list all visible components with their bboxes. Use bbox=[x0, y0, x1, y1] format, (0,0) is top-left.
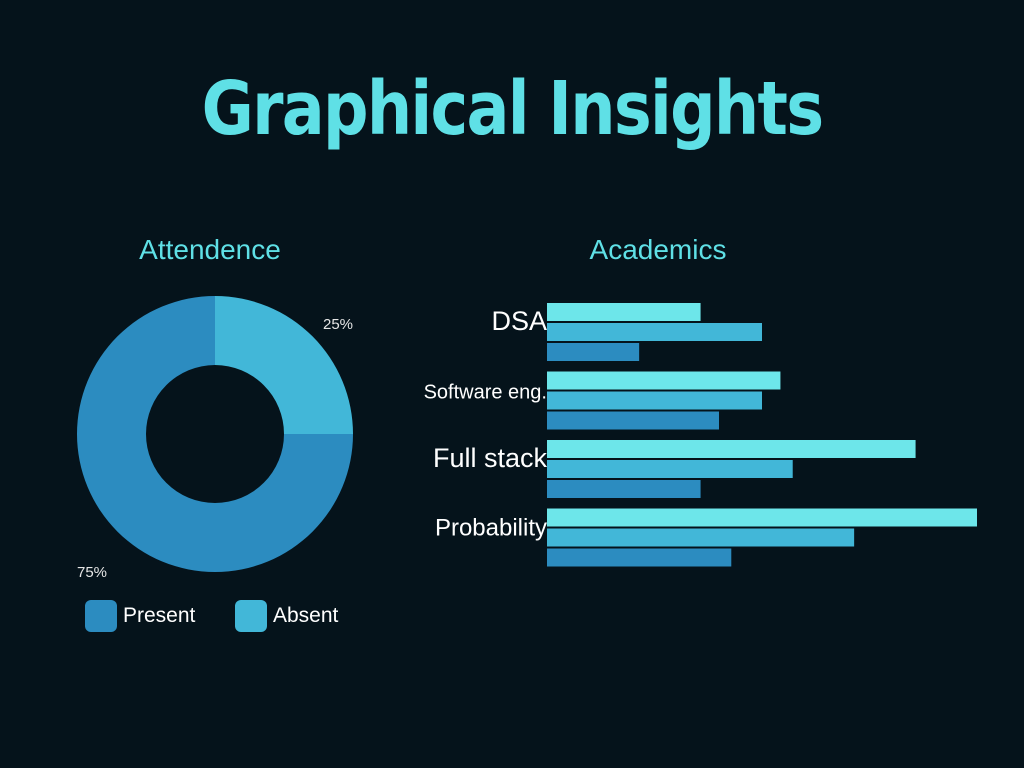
legend-swatch-present bbox=[85, 600, 117, 632]
bar-full-stack-s3 bbox=[547, 480, 701, 498]
bar-software-eng-s1 bbox=[547, 371, 781, 390]
bar-dsa-s3 bbox=[547, 343, 640, 361]
category-label-full-stack: Full stack bbox=[433, 443, 548, 473]
category-label-probability: Probability bbox=[435, 515, 547, 542]
bar-dsa-s2 bbox=[547, 323, 762, 341]
academics-chart-title: Academics bbox=[589, 234, 727, 265]
legend-label-absent: Absent bbox=[273, 604, 339, 627]
attendance-chart-title: Attendence bbox=[139, 234, 281, 265]
bar-probability-s1 bbox=[547, 508, 977, 527]
attendance-donut-chart: 75% 25% bbox=[77, 296, 353, 581]
legend-item-present: Present bbox=[85, 600, 195, 632]
bar-probability-s2 bbox=[547, 528, 855, 547]
legend-swatch-absent bbox=[235, 600, 267, 632]
category-label-software-eng: Software eng. bbox=[424, 382, 547, 404]
donut-slice-present bbox=[77, 296, 353, 572]
bar-software-eng-s3 bbox=[547, 411, 719, 430]
donut-label-absent: 25% bbox=[323, 316, 353, 333]
bar-software-eng-s2 bbox=[547, 391, 762, 410]
bar-dsa-s1 bbox=[547, 303, 701, 321]
legend-label-present: Present bbox=[123, 604, 196, 627]
category-label-dsa: DSA bbox=[491, 306, 547, 336]
donut-label-present: 75% bbox=[77, 564, 107, 581]
bar-probability-s3 bbox=[547, 548, 732, 567]
academics-bar-chart: DSA Software eng. Full stack Probability bbox=[424, 303, 977, 567]
bar-full-stack-s2 bbox=[547, 460, 793, 478]
legend-item-absent: Absent bbox=[235, 600, 338, 632]
page-title: Graphical Insights bbox=[201, 66, 824, 152]
bar-full-stack-s1 bbox=[547, 440, 916, 458]
donut-slice-absent bbox=[215, 296, 353, 434]
